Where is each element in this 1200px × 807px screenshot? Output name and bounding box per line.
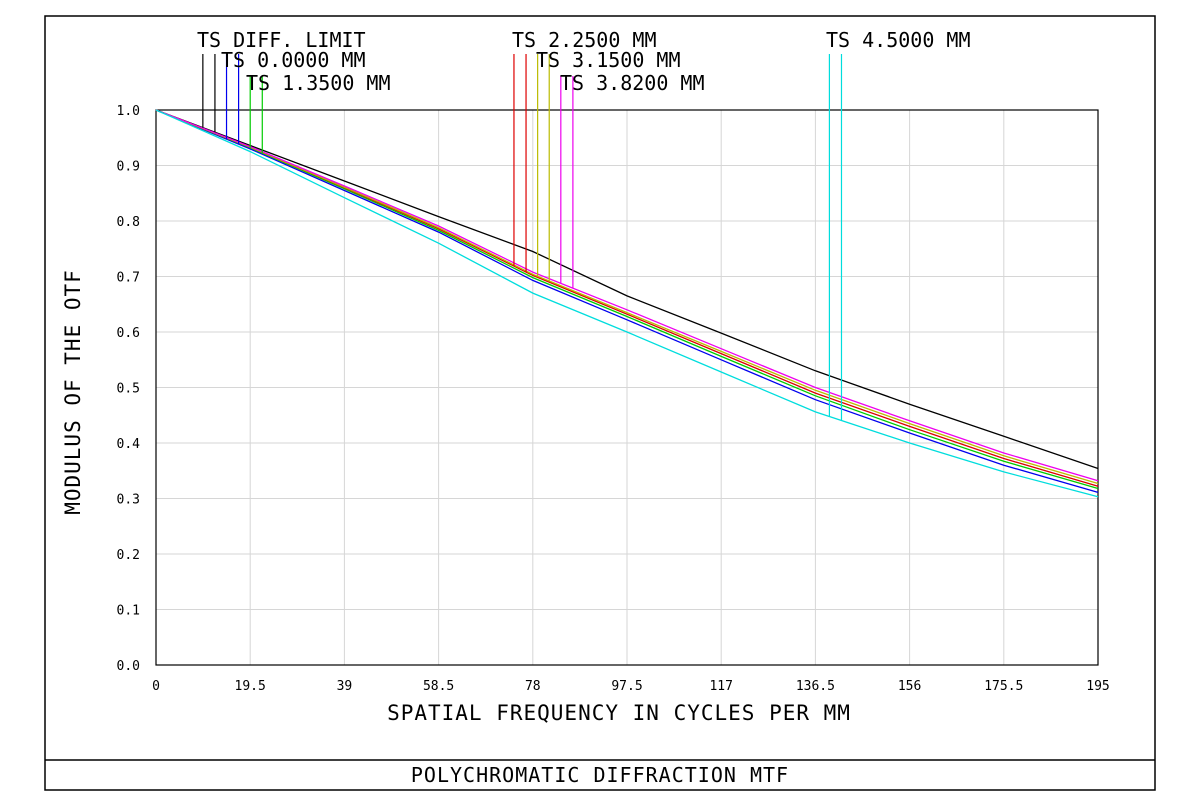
y-tick-label: 0.2 — [117, 548, 140, 563]
mtf-curve-0 — [155, 109, 1099, 470]
y-tick-label: 0.3 — [117, 493, 140, 508]
y-tick-labels: 0.0 0.1 0.2 0.3 0.4 0.5 0.6 0.7 0.8 0.9 1.0 — [117, 104, 141, 674]
legend-label: TS 4.5000 MM — [826, 28, 971, 52]
y-tick-label: 0.4 — [117, 437, 141, 452]
y-tick-label: 0.7 — [117, 271, 140, 286]
grid-lines — [155, 109, 1099, 666]
x-tick-label: 19.5 — [235, 679, 266, 694]
x-tick-label: 78 — [525, 679, 541, 694]
outer-border — [44, 15, 1156, 791]
mtf-curve-4 — [155, 109, 1099, 485]
mtf-curve-5 — [155, 109, 1099, 482]
x-tick-label: 175.5 — [984, 679, 1023, 694]
legend-markers — [202, 54, 843, 421]
x-tick-label: 39 — [337, 679, 353, 694]
legend-label: TS 3.1500 MM — [536, 48, 681, 72]
plot-area-border — [155, 109, 1099, 666]
y-tick-label: 0.5 — [117, 382, 140, 397]
y-tick-label: 0.0 — [117, 659, 140, 674]
legend-label: TS 0.0000 MM — [221, 48, 366, 72]
y-tick-label: 0.1 — [117, 604, 140, 619]
y-tick-label: 0.6 — [117, 326, 140, 341]
mtf-curves — [155, 109, 1099, 498]
x-tick-labels: 0 19.5 39 58.5 78 97.5 117 136.5 156 175.5 195 — [152, 679, 1110, 694]
mtf-curve-2 — [155, 109, 1099, 490]
footer-title: POLYCHROMATIC DIFFRACTION MTF — [411, 763, 789, 787]
x-tick-label: 195 — [1086, 679, 1109, 694]
y-axis-title: MODULUS OF THE OTF — [61, 269, 85, 515]
x-tick-label: 97.5 — [611, 679, 642, 694]
y-tick-label: 1.0 — [117, 104, 140, 119]
legend-label: TS 3.8200 MM — [560, 71, 705, 95]
x-axis-title: SPATIAL FREQUENCY IN CYCLES PER MM — [387, 701, 851, 725]
x-tick-label: 136.5 — [796, 679, 835, 694]
legend-label: TS 1.3500 MM — [246, 71, 391, 95]
mtf-curve-1 — [155, 109, 1099, 494]
y-tick-label: 0.9 — [117, 160, 140, 175]
x-tick-label: 58.5 — [423, 679, 454, 694]
x-tick-label: 0 — [152, 679, 160, 694]
x-tick-label: 117 — [709, 679, 732, 694]
legend-label: TS 2.2500 MM — [512, 28, 657, 52]
x-tick-label: 156 — [898, 679, 921, 694]
y-tick-label: 0.8 — [117, 215, 140, 230]
legend-label: TS DIFF. LIMIT — [197, 28, 366, 52]
mtf-curve-6 — [155, 109, 1099, 498]
